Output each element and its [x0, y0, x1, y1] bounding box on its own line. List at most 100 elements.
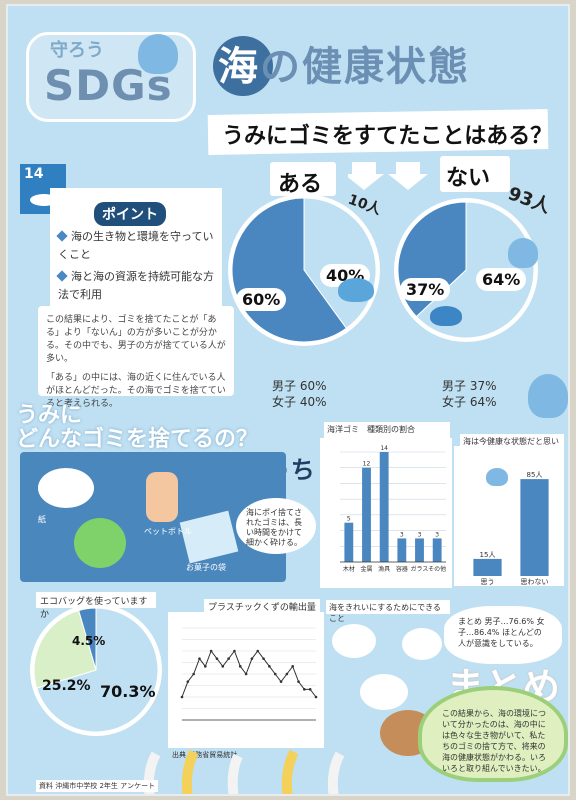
no-tab [440, 156, 510, 192]
trash-item-label: 紙 [38, 515, 46, 524]
speech-bubble [360, 674, 408, 710]
summary-cloud: まとめ 男子…76.6% 女子…86.4% ほとんどの人が意識をしている。 [444, 606, 562, 664]
data-point [297, 680, 300, 683]
data-point [279, 680, 283, 683]
bar [473, 558, 502, 576]
trash-subtitle-line-1: うみに [16, 403, 83, 428]
turtle-shell [418, 686, 568, 782]
data-point [192, 672, 195, 676]
series-line [181, 649, 317, 698]
bar [520, 479, 549, 576]
eco-pie [30, 604, 162, 736]
line-chart-source: 出典 財務省貿易統計 [172, 751, 238, 759]
data-point [238, 665, 242, 668]
bar-category-label: 木材 [343, 565, 355, 573]
pie-slice-female [415, 201, 535, 339]
bar-value-label: 3 [418, 531, 422, 538]
trash-note: 海にポイ捨てされたゴミは、長い時間をかけて細かく砕ける。 [236, 498, 316, 554]
down-arrows-icon [348, 162, 428, 190]
eco-bag-title: エコバッグを使っていますか [36, 592, 156, 620]
data-point [303, 688, 306, 691]
bar-value-label: 15人 [480, 551, 496, 559]
diamond-bullet-icon [56, 270, 68, 282]
yes-male-line: 男子 60% [272, 379, 327, 393]
yes-male-pct: 60% [236, 288, 287, 311]
point-item-text: 海の生き物と環境を守っていくこと [58, 230, 214, 261]
data-point [250, 657, 254, 660]
octopus-icon [528, 374, 568, 418]
point-item: 海の生き物と環境を守っていくこと [56, 228, 218, 264]
title-rest: の健康状態 [260, 44, 470, 90]
bar-value-label: 3 [435, 531, 439, 538]
bar-category-label: 漁具 [378, 565, 390, 573]
bar-category-label: その他 [428, 565, 446, 573]
bar [379, 452, 389, 562]
no-male-line: 男子 37% [442, 379, 497, 393]
jellyfish-icon [486, 468, 508, 486]
sdg14-number: 14 [24, 166, 44, 182]
sdg-subtitle: 守ろう [50, 40, 104, 61]
pie-slice-not [78, 607, 97, 671]
data-point [314, 695, 318, 699]
data-point [180, 695, 184, 699]
bar-category-label: 容器 [396, 565, 408, 573]
title-first-char: 海 [218, 44, 260, 90]
bar-value-label: 85人 [527, 471, 543, 479]
no-pie [394, 198, 538, 342]
data-point [209, 649, 213, 653]
egg-shell-icon [38, 468, 94, 508]
bar-value-label: 3 [400, 531, 404, 538]
jellyfish-icon [138, 34, 178, 74]
pie-slice-use [36, 607, 159, 733]
question-text: うみにゴミをすてたことはある？ [222, 124, 553, 149]
data-point [204, 665, 207, 668]
point-item: 海と海の資源を持続可能な方法で利用 [56, 268, 218, 304]
no-label: ない [446, 166, 491, 191]
trash-subtitle: うみに どんなゴミを捨てるの？ [16, 404, 258, 452]
bar [432, 538, 442, 562]
diamond-bullet-icon [56, 230, 68, 242]
data-point [256, 649, 260, 653]
bar [415, 538, 424, 562]
garden-eels-icon [143, 749, 345, 794]
data-point [215, 657, 219, 660]
octopus-icon [508, 238, 538, 268]
bar [397, 538, 407, 562]
pie-slice-sometimes [33, 609, 97, 689]
data-point [273, 672, 277, 676]
data-point [268, 665, 271, 668]
eco-not-pct: 4.5% [72, 634, 106, 648]
data-point [262, 657, 265, 660]
bar [362, 467, 371, 562]
poster: 守ろう SDGs 海の健康状態 うみにゴミをすてたことはある？ ある ない 10… [6, 4, 570, 796]
bar-category-label: 思う [481, 578, 495, 586]
note-paragraph-1: この結果により、ゴミを捨てたことが「ある」より「ないん」の方が多いことが分かる。… [46, 315, 226, 364]
trash-item-label: ペットボトル [144, 527, 192, 536]
line-chart [180, 627, 318, 721]
bar-chart-title: 海洋ゴミ 種類別の割合 [324, 422, 450, 438]
data-point [308, 688, 312, 691]
data-point [198, 657, 201, 660]
trash-item-label: お菓子の袋 [186, 563, 226, 572]
note-paragraph-2: 「ある」の中には、海の近くに住んでいる人がほとんどだった。その海でゴミを捨ててい… [46, 373, 226, 409]
no-male-pct: 37% [400, 278, 451, 301]
speech-bubble [332, 624, 376, 658]
data-point [285, 672, 289, 676]
bar-category-label: 思わない [521, 578, 549, 586]
bar-chart: 5 木材 12 金属 14 漁具 3 容器 3 ガラス 3 その他 [340, 445, 446, 573]
bar-category-label: 金属 [360, 565, 372, 573]
whale-icon [430, 306, 462, 326]
bar-value-label: 5 [347, 516, 351, 523]
bar-category-label: ガラス [411, 565, 429, 573]
point-title: ポイント [94, 202, 166, 226]
summary-text: この結果から、海の環境について分かったのは、海の中には色々な生き物がいて、私たち… [442, 709, 546, 773]
page-title: 海の健康状態 [218, 34, 470, 92]
data-point [227, 657, 230, 660]
yes-female-line: 女子 40% [272, 395, 327, 409]
bar [344, 522, 354, 562]
data-point [221, 665, 225, 668]
no-female-pct: 64% [476, 268, 527, 291]
dolphin-icon [338, 278, 374, 302]
data-point [244, 672, 248, 676]
